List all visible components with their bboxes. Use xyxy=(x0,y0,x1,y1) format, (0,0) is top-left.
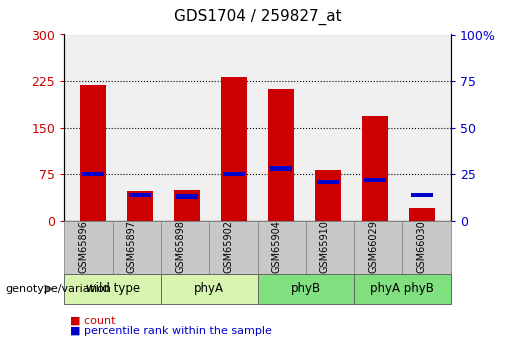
Text: GSM65898: GSM65898 xyxy=(175,220,185,273)
Bar xyxy=(409,208,435,221)
Text: GSM65904: GSM65904 xyxy=(271,220,282,273)
Bar xyxy=(364,178,386,182)
Text: phyB: phyB xyxy=(291,283,321,295)
Bar xyxy=(221,77,247,221)
Bar xyxy=(80,86,106,221)
Bar xyxy=(129,193,151,197)
Bar xyxy=(315,170,341,221)
Text: phyA: phyA xyxy=(194,283,224,295)
Bar xyxy=(268,89,294,221)
Text: ■ percentile rank within the sample: ■ percentile rank within the sample xyxy=(70,326,271,336)
Text: genotype/variation: genotype/variation xyxy=(5,284,111,294)
Bar xyxy=(363,117,388,221)
Bar xyxy=(270,167,292,171)
Bar xyxy=(127,191,152,221)
Bar xyxy=(176,195,198,199)
Bar xyxy=(81,172,104,176)
Text: GSM65896: GSM65896 xyxy=(78,220,89,273)
Text: GSM66029: GSM66029 xyxy=(368,220,378,273)
Text: GDS1704 / 259827_at: GDS1704 / 259827_at xyxy=(174,9,341,25)
Text: GSM66030: GSM66030 xyxy=(417,220,426,273)
Text: GSM65910: GSM65910 xyxy=(320,220,330,273)
Bar xyxy=(223,172,245,176)
Bar xyxy=(411,193,434,197)
Text: phyA phyB: phyA phyB xyxy=(370,283,434,295)
Text: ■ count: ■ count xyxy=(70,316,115,326)
Bar xyxy=(317,179,339,184)
Text: wild type: wild type xyxy=(85,283,140,295)
Text: GSM65902: GSM65902 xyxy=(224,220,233,273)
Bar xyxy=(174,190,200,221)
Text: GSM65897: GSM65897 xyxy=(127,220,137,273)
